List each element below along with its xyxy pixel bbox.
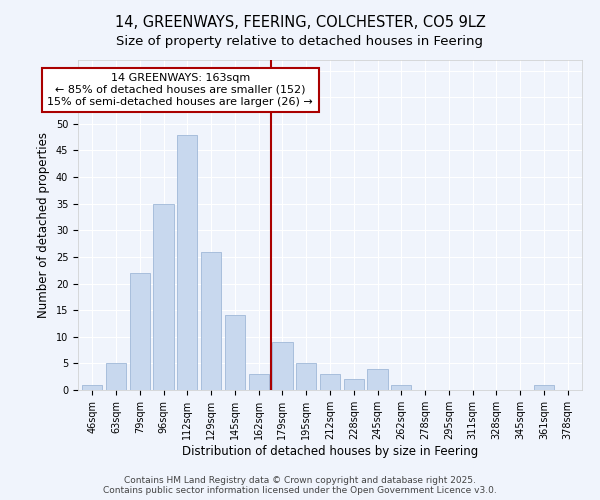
Y-axis label: Number of detached properties: Number of detached properties [37,132,50,318]
Bar [296,364,316,390]
Bar [534,384,554,390]
Text: Size of property relative to detached houses in Feering: Size of property relative to detached ho… [116,35,484,48]
Bar [391,384,412,390]
Bar [225,316,245,390]
Text: 14, GREENWAYS, FEERING, COLCHESTER, CO5 9LZ: 14, GREENWAYS, FEERING, COLCHESTER, CO5 … [115,15,485,30]
Bar [201,252,221,390]
X-axis label: Distribution of detached houses by size in Feering: Distribution of detached houses by size … [182,444,478,458]
Bar [82,384,103,390]
Text: Contains HM Land Registry data © Crown copyright and database right 2025.
Contai: Contains HM Land Registry data © Crown c… [103,476,497,495]
Bar [344,380,364,390]
Text: 14 GREENWAYS: 163sqm
← 85% of detached houses are smaller (152)
15% of semi-deta: 14 GREENWAYS: 163sqm ← 85% of detached h… [47,74,313,106]
Bar [248,374,269,390]
Bar [367,368,388,390]
Bar [177,134,197,390]
Bar [130,273,150,390]
Bar [320,374,340,390]
Bar [106,364,126,390]
Bar [154,204,173,390]
Bar [272,342,293,390]
